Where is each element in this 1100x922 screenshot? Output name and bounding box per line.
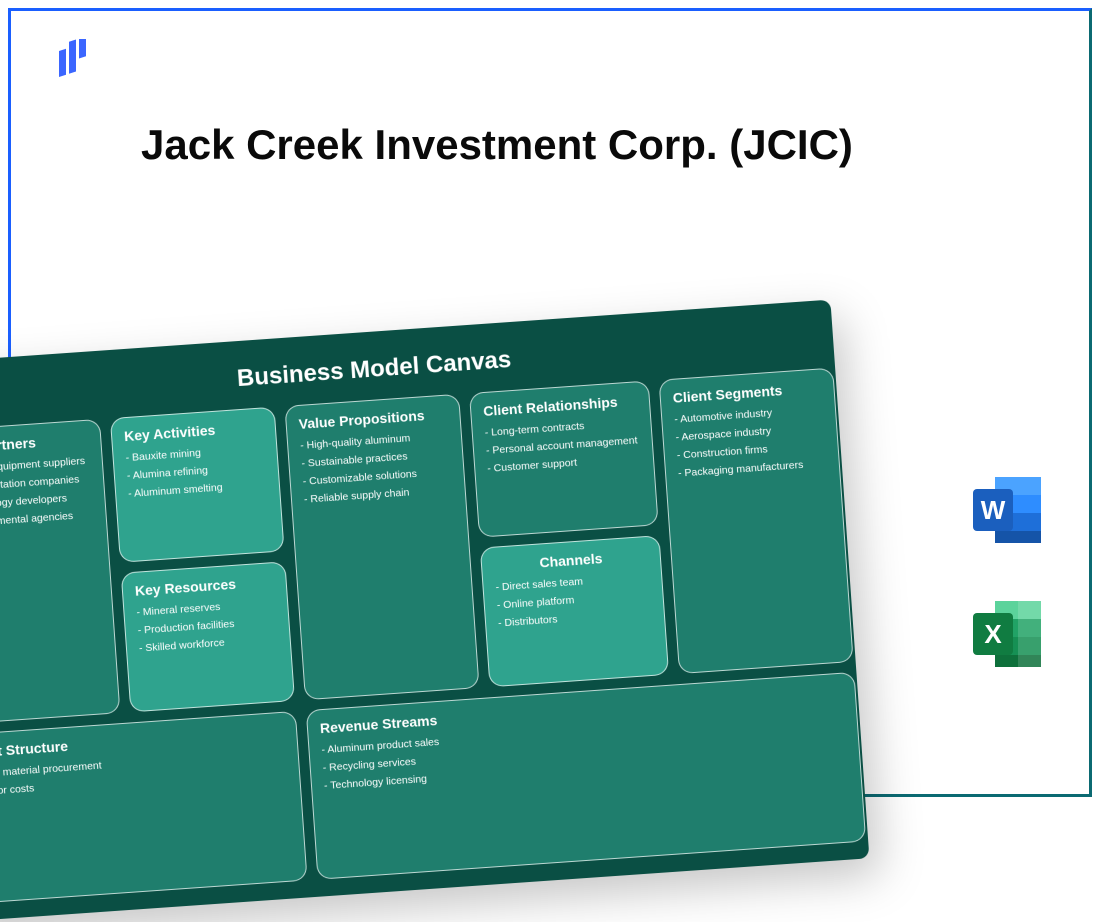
box-cost-structure: Cost Structure Raw material procurementL…: [0, 711, 308, 904]
svg-text:X: X: [984, 619, 1002, 649]
box-client-segments: Client Segments Automotive industryAeros…: [659, 368, 854, 674]
business-model-canvas: Business Model Canvas Key Partners Minin…: [0, 300, 869, 922]
box-list: Automotive industryAerospace industryCon…: [674, 401, 828, 483]
outer-frame: Jack Creek Investment Corp. (JCIC) Busin…: [8, 8, 1092, 797]
box-list: Bauxite miningAlumina refiningAluminum s…: [125, 440, 267, 503]
excel-icon: X: [969, 595, 1047, 673]
word-icon: W: [969, 471, 1047, 549]
box-header: Key Activities: [124, 419, 264, 445]
box-list: Direct sales teamOnline platformDistribu…: [495, 569, 652, 633]
box-header: Client Segments: [672, 379, 822, 405]
file-format-icons: W X: [969, 471, 1047, 673]
box-key-partners: Key Partners Mining equipment suppliersT…: [0, 419, 120, 725]
company-logo-icon: [53, 39, 93, 89]
page-title: Jack Creek Investment Corp. (JCIC): [141, 121, 853, 169]
box-list: Mining equipment suppliersTransportation…: [0, 453, 94, 534]
box-client-relationships: Client Relationships Long-term contracts…: [469, 380, 659, 537]
box-channels: Channels Direct sales teamOnline platfor…: [480, 535, 669, 687]
svg-text:W: W: [981, 495, 1006, 525]
box-list: Long-term contractsPersonal account mana…: [484, 414, 641, 478]
box-key-activities: Key Activities Bauxite miningAlumina ref…: [110, 407, 285, 563]
box-list: High-quality aluminumSustainable practic…: [300, 428, 454, 510]
box-header: Key Partners: [0, 431, 89, 457]
box-key-resources: Key Resources Mineral reservesProduction…: [121, 561, 295, 712]
box-header: Value Propositions: [298, 406, 448, 432]
box-header: Key Resources: [134, 573, 274, 599]
box-revenue-streams: Revenue Streams Aluminum product salesRe…: [306, 672, 867, 880]
box-value-propositions: Value Propositions High-quality aluminum…: [284, 394, 479, 700]
box-list: Mineral reservesProduction facilitiesSki…: [136, 595, 278, 658]
